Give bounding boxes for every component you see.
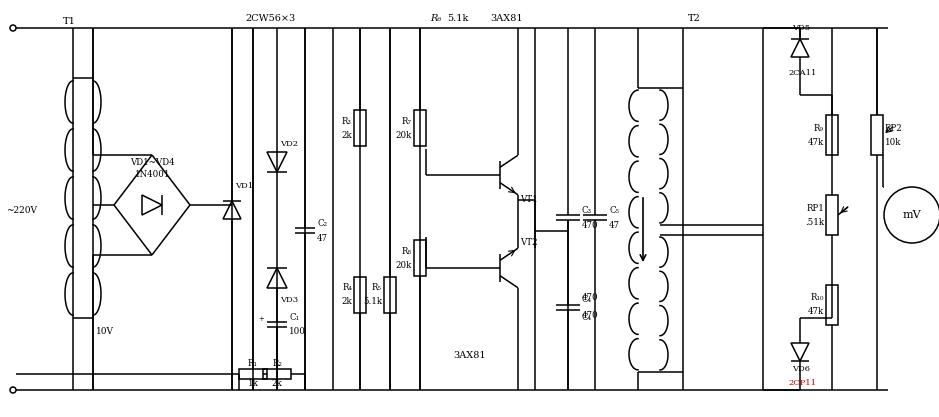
Bar xyxy=(263,369,291,379)
Bar xyxy=(354,110,366,146)
Text: 100: 100 xyxy=(289,327,306,337)
Text: R₆: R₆ xyxy=(430,13,441,23)
Text: 2CA11: 2CA11 xyxy=(788,69,816,77)
Text: +: + xyxy=(258,315,264,323)
Text: 2k: 2k xyxy=(341,297,352,306)
Text: VT1: VT1 xyxy=(520,195,538,204)
Text: VT2: VT2 xyxy=(520,238,538,247)
Text: 2k: 2k xyxy=(271,379,283,389)
Text: C₅: C₅ xyxy=(609,206,619,214)
Text: mV: mV xyxy=(902,210,921,220)
Text: C₃: C₃ xyxy=(582,206,593,214)
Text: 3AX81: 3AX81 xyxy=(490,13,523,23)
Text: VD1: VD1 xyxy=(235,182,254,190)
Text: 20k: 20k xyxy=(395,131,412,140)
Text: 3AX81: 3AX81 xyxy=(454,351,486,359)
Text: 47k: 47k xyxy=(808,307,824,317)
Text: R₄: R₄ xyxy=(342,284,352,292)
Text: 2k: 2k xyxy=(341,131,352,140)
Bar xyxy=(414,240,426,276)
Text: 470: 470 xyxy=(582,292,599,301)
Text: R₈: R₈ xyxy=(402,246,412,256)
Text: R₅: R₅ xyxy=(372,284,382,292)
Text: R₁₀: R₁₀ xyxy=(810,294,824,302)
Text: R₂: R₂ xyxy=(272,359,282,369)
Text: 1k: 1k xyxy=(248,379,258,389)
Text: VD6: VD6 xyxy=(792,365,810,373)
Text: 470: 470 xyxy=(582,221,599,229)
Text: 20k: 20k xyxy=(395,261,412,269)
Bar xyxy=(826,115,838,155)
Text: T1: T1 xyxy=(63,17,76,25)
Bar xyxy=(384,277,396,313)
Text: T2: T2 xyxy=(688,13,700,23)
Text: VD1~VD4: VD1~VD4 xyxy=(130,158,175,166)
Text: 47k: 47k xyxy=(808,138,824,146)
Text: 10V: 10V xyxy=(96,327,114,337)
Bar xyxy=(354,277,366,313)
Text: ~220V: ~220V xyxy=(7,206,38,214)
Text: 47: 47 xyxy=(609,221,620,229)
Text: VD5: VD5 xyxy=(792,24,810,32)
Bar xyxy=(414,110,426,146)
Text: RP1: RP1 xyxy=(806,203,824,213)
Text: C₄: C₄ xyxy=(582,312,592,322)
Text: C₂: C₂ xyxy=(317,219,327,228)
Bar xyxy=(871,115,883,155)
Text: VD2: VD2 xyxy=(280,140,298,148)
Text: R₇: R₇ xyxy=(402,116,412,126)
Text: 47: 47 xyxy=(317,234,328,243)
Bar xyxy=(239,369,267,379)
Text: 10k: 10k xyxy=(885,138,901,146)
Text: .51k: .51k xyxy=(805,218,824,226)
Text: 2CW56×3: 2CW56×3 xyxy=(245,13,295,23)
Bar xyxy=(826,285,838,325)
Text: R₁: R₁ xyxy=(248,359,258,369)
Text: VD3: VD3 xyxy=(280,296,298,304)
Text: 5.1k: 5.1k xyxy=(447,13,469,23)
Text: 1N4001: 1N4001 xyxy=(135,169,171,178)
Text: R₉: R₉ xyxy=(814,123,824,133)
Text: R₃: R₃ xyxy=(342,116,352,126)
Text: C₁: C₁ xyxy=(289,312,300,322)
Bar xyxy=(826,195,838,235)
Text: RP2: RP2 xyxy=(885,123,902,133)
Text: C₄: C₄ xyxy=(582,296,592,304)
Text: 5.1k: 5.1k xyxy=(362,297,382,306)
Text: 470: 470 xyxy=(582,311,599,319)
Text: 2CP11: 2CP11 xyxy=(788,379,816,387)
